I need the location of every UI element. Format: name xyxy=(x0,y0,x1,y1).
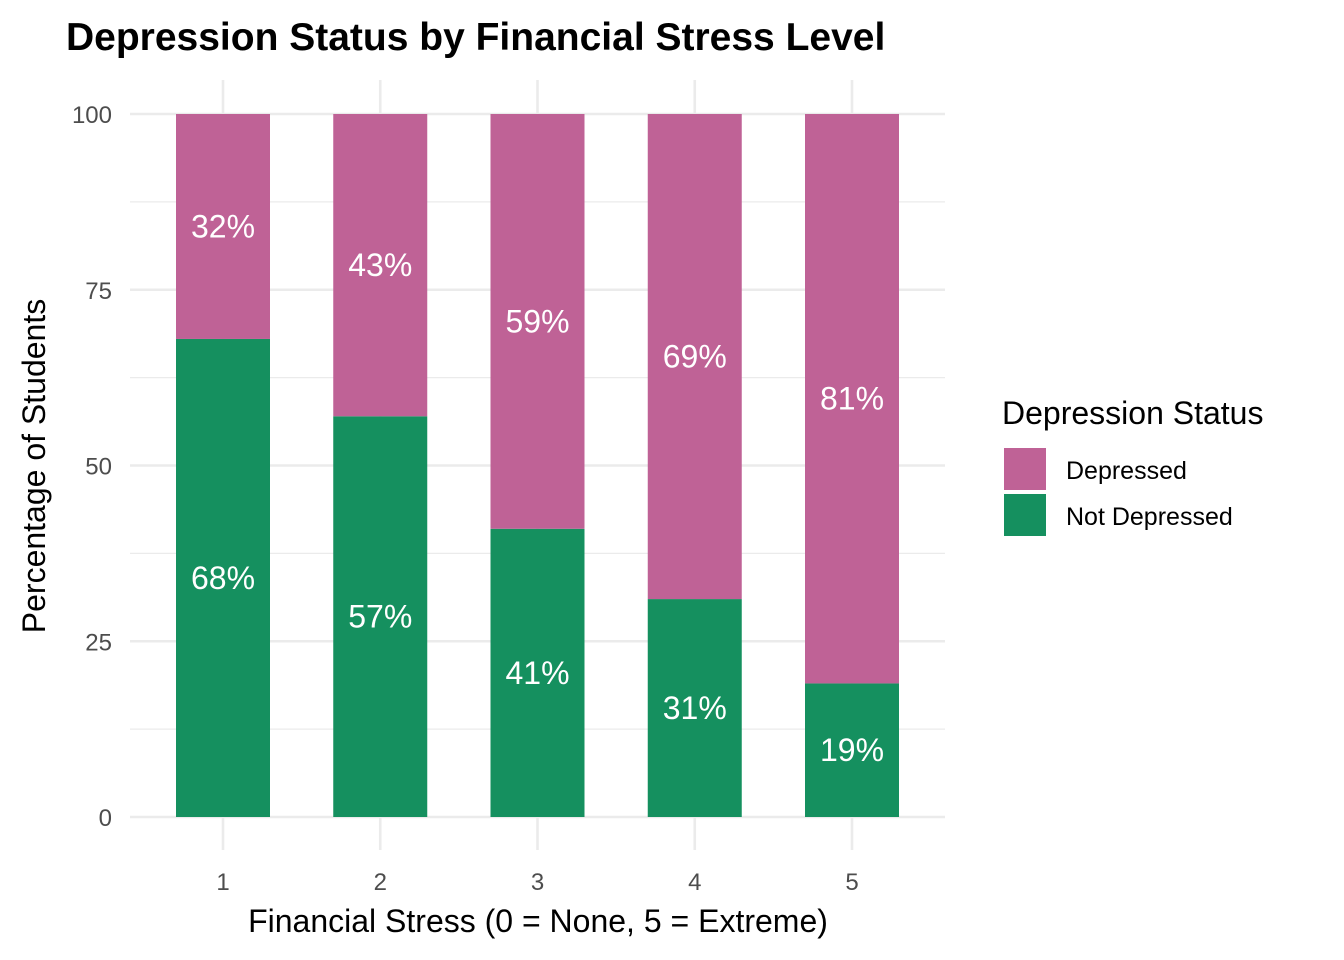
bars xyxy=(176,114,899,817)
y-tick-label: 50 xyxy=(85,454,112,481)
bar-segment-not-depressed xyxy=(176,338,270,817)
chart-title: Depression Status by Financial Stress Le… xyxy=(66,16,885,59)
x-axis-title: Financial Stress (0 = None, 5 = Extreme) xyxy=(248,903,828,939)
y-tick-label: 0 xyxy=(99,805,112,832)
y-tick-label: 100 xyxy=(72,102,112,129)
bar-segment-depressed xyxy=(805,114,899,684)
bar-data-label: 69% xyxy=(663,339,727,375)
bar-segment-depressed xyxy=(490,114,585,529)
bar-data-label: 43% xyxy=(348,247,412,283)
bar-segment-depressed xyxy=(333,114,428,417)
legend-label: Not Depressed xyxy=(1066,503,1233,531)
bar-segment-not-depressed xyxy=(805,683,899,817)
legend-label: Depressed xyxy=(1066,457,1187,485)
bar-data-label: 32% xyxy=(191,208,255,244)
bar-data-label: 41% xyxy=(505,655,569,691)
x-tick-label: 2 xyxy=(374,869,387,896)
legend-swatch xyxy=(1004,494,1046,536)
bar-segment-depressed xyxy=(647,114,742,600)
x-tick-label: 5 xyxy=(845,869,858,896)
bar-data-label: 68% xyxy=(191,560,255,596)
bar-data-label: 81% xyxy=(820,381,884,417)
y-tick-label: 25 xyxy=(85,629,112,656)
y-axis: 0 25 50 75 100 xyxy=(72,102,112,832)
y-axis-title: Percentage of Students xyxy=(16,299,52,633)
y-tick-label: 75 xyxy=(85,278,112,305)
legend-title: Depression Status xyxy=(1002,395,1263,431)
bar-data-label: 19% xyxy=(820,732,884,768)
x-tick-label: 3 xyxy=(531,869,544,896)
x-tick-label: 1 xyxy=(216,869,229,896)
bar-segment-not-depressed xyxy=(490,528,585,817)
bar-segment-depressed xyxy=(176,114,270,339)
bar-data-label: 31% xyxy=(663,690,727,726)
bar-labels: 68% 32% 57% 43% 41% 59% 31% 69% 19% 81% xyxy=(191,208,884,768)
bar-data-label: 59% xyxy=(505,303,569,339)
bar-segment-not-depressed xyxy=(647,599,742,817)
legend-items: Depressed Not Depressed xyxy=(1004,448,1233,536)
legend-swatch xyxy=(1004,448,1046,490)
bar-segment-not-depressed xyxy=(333,416,428,817)
legend: Depression Status Depressed Not Depressed xyxy=(1002,395,1263,536)
x-axis: 1 2 3 4 5 xyxy=(216,869,858,896)
bar-data-label: 57% xyxy=(348,599,412,635)
x-tick-label: 4 xyxy=(688,869,701,896)
